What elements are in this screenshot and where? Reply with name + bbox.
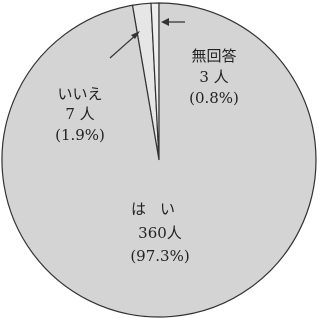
- value-label: 3 人: [199, 68, 228, 86]
- value-label: 360人: [138, 224, 182, 242]
- category-label: いいえ: [57, 85, 102, 103]
- chart: いいえ 7 人 (1.9%) 無回答 3 人 (0.8%) はい 360人 (9…: [0, 0, 318, 318]
- value-label: 7 人: [65, 105, 94, 123]
- percentage-label: (97.3%): [130, 247, 189, 265]
- category-label: はい: [131, 200, 189, 218]
- slices: [2, 3, 316, 317]
- pie-slice: [2, 3, 316, 317]
- percentage-label: (1.9%): [55, 126, 105, 144]
- category-label: 無回答: [191, 47, 236, 65]
- percentage-label: (0.8%): [189, 89, 239, 107]
